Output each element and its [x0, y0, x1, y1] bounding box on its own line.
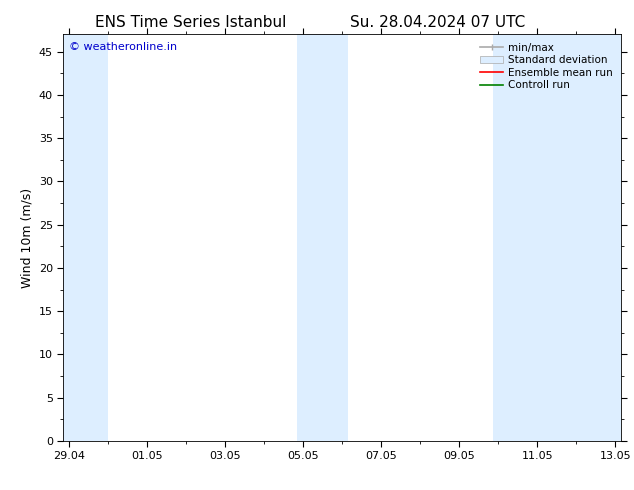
Y-axis label: Wind 10m (m/s): Wind 10m (m/s) [20, 188, 34, 288]
Text: ENS Time Series Istanbul: ENS Time Series Istanbul [94, 15, 286, 30]
Bar [297, 34, 348, 441]
Text: Su. 28.04.2024 07 UTC: Su. 28.04.2024 07 UTC [350, 15, 525, 30]
Bar [493, 34, 621, 441]
Legend: min/max, Standard deviation, Ensemble mean run, Controll run: min/max, Standard deviation, Ensemble me… [477, 40, 616, 94]
Text: © weatheronline.in: © weatheronline.in [69, 43, 177, 52]
Bar [63, 34, 108, 441]
